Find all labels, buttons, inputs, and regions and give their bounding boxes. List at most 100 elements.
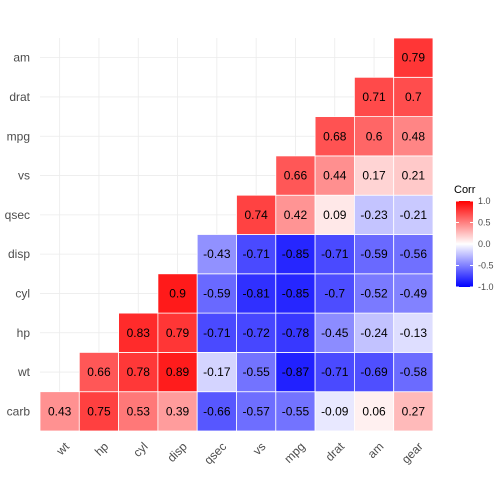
cell-value-label: 0.75 bbox=[87, 404, 111, 418]
cell-value-label: -0.43 bbox=[203, 247, 231, 261]
cell-value-label: -0.7 bbox=[324, 286, 345, 300]
heatmap-cell bbox=[353, 391, 395, 432]
cell-value-label: -0.78 bbox=[282, 326, 310, 340]
x-tick-label: mpg bbox=[281, 439, 307, 465]
x-tick-label: disp bbox=[164, 439, 190, 465]
cell-value-label: -0.45 bbox=[321, 326, 349, 340]
x-axis-labels: wt hp cyl disp qsec vs mpg drat am gear bbox=[53, 439, 426, 467]
heatmap-cell bbox=[393, 37, 434, 78]
x-tick-label: vs bbox=[250, 439, 268, 457]
heatmap-cell bbox=[314, 391, 355, 432]
cell-value-label: -0.55 bbox=[242, 365, 270, 379]
legend-title: Corr bbox=[454, 184, 476, 196]
cell-value-label: -0.09 bbox=[321, 404, 349, 418]
cell-value-label: -0.72 bbox=[242, 326, 270, 340]
heatmap-cell bbox=[393, 312, 434, 353]
heatmap-cell bbox=[393, 116, 434, 157]
heatmap-cell bbox=[118, 351, 159, 393]
x-tick-label: drat bbox=[323, 439, 348, 464]
y-tick-label: wt bbox=[17, 365, 31, 379]
y-tick-label: qsec bbox=[5, 208, 30, 222]
heatmap-cell bbox=[118, 391, 159, 432]
cell-value-label: -0.57 bbox=[242, 404, 270, 418]
heatmap-cell bbox=[236, 194, 277, 235]
heatmap-cell bbox=[118, 312, 159, 353]
heatmap-cell bbox=[196, 273, 237, 314]
heatmap-cell bbox=[39, 391, 80, 432]
cell-value-label: 0.9 bbox=[169, 286, 186, 300]
cell-value-label: 0.48 bbox=[402, 129, 426, 143]
cell-value-label: -0.59 bbox=[360, 247, 388, 261]
cell-value-label: -0.85 bbox=[282, 247, 310, 261]
heatmap-cell bbox=[236, 234, 277, 275]
heatmap-cell bbox=[275, 391, 316, 432]
cell-value-label: 0.83 bbox=[127, 326, 151, 340]
heatmap-cell bbox=[314, 273, 355, 314]
y-tick-label: hp bbox=[17, 326, 31, 340]
cell-value-label: -0.49 bbox=[400, 286, 428, 300]
cell-value-label: 0.74 bbox=[244, 208, 268, 222]
x-tick-label: am bbox=[365, 439, 387, 461]
heatmap-cell bbox=[353, 351, 395, 393]
cell-value-label: -0.59 bbox=[203, 286, 231, 300]
cell-value-label: -0.58 bbox=[400, 365, 428, 379]
cell-value-label: -0.69 bbox=[360, 365, 388, 379]
y-axis-labels: carb wt hp cyl disp qsec vs mpg drat am bbox=[5, 51, 31, 419]
heatmap-cell bbox=[353, 234, 395, 275]
cell-value-label: -0.52 bbox=[360, 286, 388, 300]
heatmap-cell bbox=[314, 312, 355, 353]
cell-value-label: 0.21 bbox=[402, 169, 426, 183]
heatmap-cell bbox=[353, 116, 395, 157]
x-tick-label: hp bbox=[92, 439, 112, 459]
cell-value-label: 0.66 bbox=[87, 365, 111, 379]
cell-value-label: -0.71 bbox=[321, 247, 349, 261]
heatmap-cell bbox=[393, 194, 434, 235]
heatmap-cell bbox=[393, 391, 434, 432]
cell-value-label: -0.66 bbox=[203, 404, 231, 418]
cell-value-label: 0.66 bbox=[284, 169, 308, 183]
cell-value-label: -0.56 bbox=[400, 247, 428, 261]
cell-value-label: 0.39 bbox=[166, 404, 190, 418]
heatmap-cell bbox=[393, 155, 434, 196]
heatmap-cell bbox=[196, 351, 237, 393]
heatmap-cell bbox=[275, 155, 316, 196]
cell-value-label: 0.71 bbox=[362, 90, 386, 104]
cell-value-label: 0.27 bbox=[402, 404, 426, 418]
y-tick-label: am bbox=[13, 51, 30, 65]
cell-value-label: 0.09 bbox=[323, 208, 347, 222]
cell-value-label: 0.43 bbox=[48, 404, 72, 418]
heatmap-cell bbox=[353, 312, 395, 353]
cell-value-label: 0.17 bbox=[362, 169, 386, 183]
cell-value-label: -0.71 bbox=[203, 326, 231, 340]
heatmap-cell bbox=[393, 273, 434, 314]
cell-value-label: -0.81 bbox=[242, 286, 270, 300]
cell-value-label: -0.55 bbox=[282, 404, 310, 418]
y-tick-label: drat bbox=[9, 90, 30, 104]
heatmap-cell bbox=[314, 116, 355, 157]
cell-value-label: 0.53 bbox=[127, 404, 151, 418]
y-tick-label: disp bbox=[8, 247, 30, 261]
cell-value-label: 0.42 bbox=[284, 208, 308, 222]
cell-value-label: 0.68 bbox=[323, 129, 347, 143]
cell-value-label: -0.85 bbox=[282, 286, 310, 300]
heatmap-cell bbox=[393, 351, 434, 393]
cell-value-label: -0.13 bbox=[400, 326, 428, 340]
legend-tick-label: 1.0 bbox=[478, 196, 491, 206]
cell-value-label: 0.44 bbox=[323, 169, 347, 183]
heatmap-cell bbox=[353, 273, 395, 314]
y-tick-label: carb bbox=[7, 404, 31, 418]
cell-value-label: -0.87 bbox=[282, 365, 310, 379]
heatmap-cell bbox=[196, 234, 237, 275]
heatmap-cell bbox=[236, 312, 277, 353]
heatmap-cell bbox=[393, 76, 434, 118]
legend-tick-label: 0.0 bbox=[478, 239, 491, 249]
x-tick-label: qsec bbox=[201, 439, 229, 467]
heatmap-cell bbox=[78, 391, 120, 432]
heatmap-cell bbox=[157, 391, 198, 432]
heatmap-cells: 0.43 0.75 0.53 0.39 -0.66 -0.57 -0.55 -0.09 0.06… bbox=[39, 37, 434, 432]
heatmap-cell bbox=[157, 273, 198, 314]
cell-value-label: 0.79 bbox=[402, 51, 426, 65]
heatmap-cell bbox=[393, 234, 434, 275]
cell-value-label: 0.06 bbox=[362, 404, 386, 418]
